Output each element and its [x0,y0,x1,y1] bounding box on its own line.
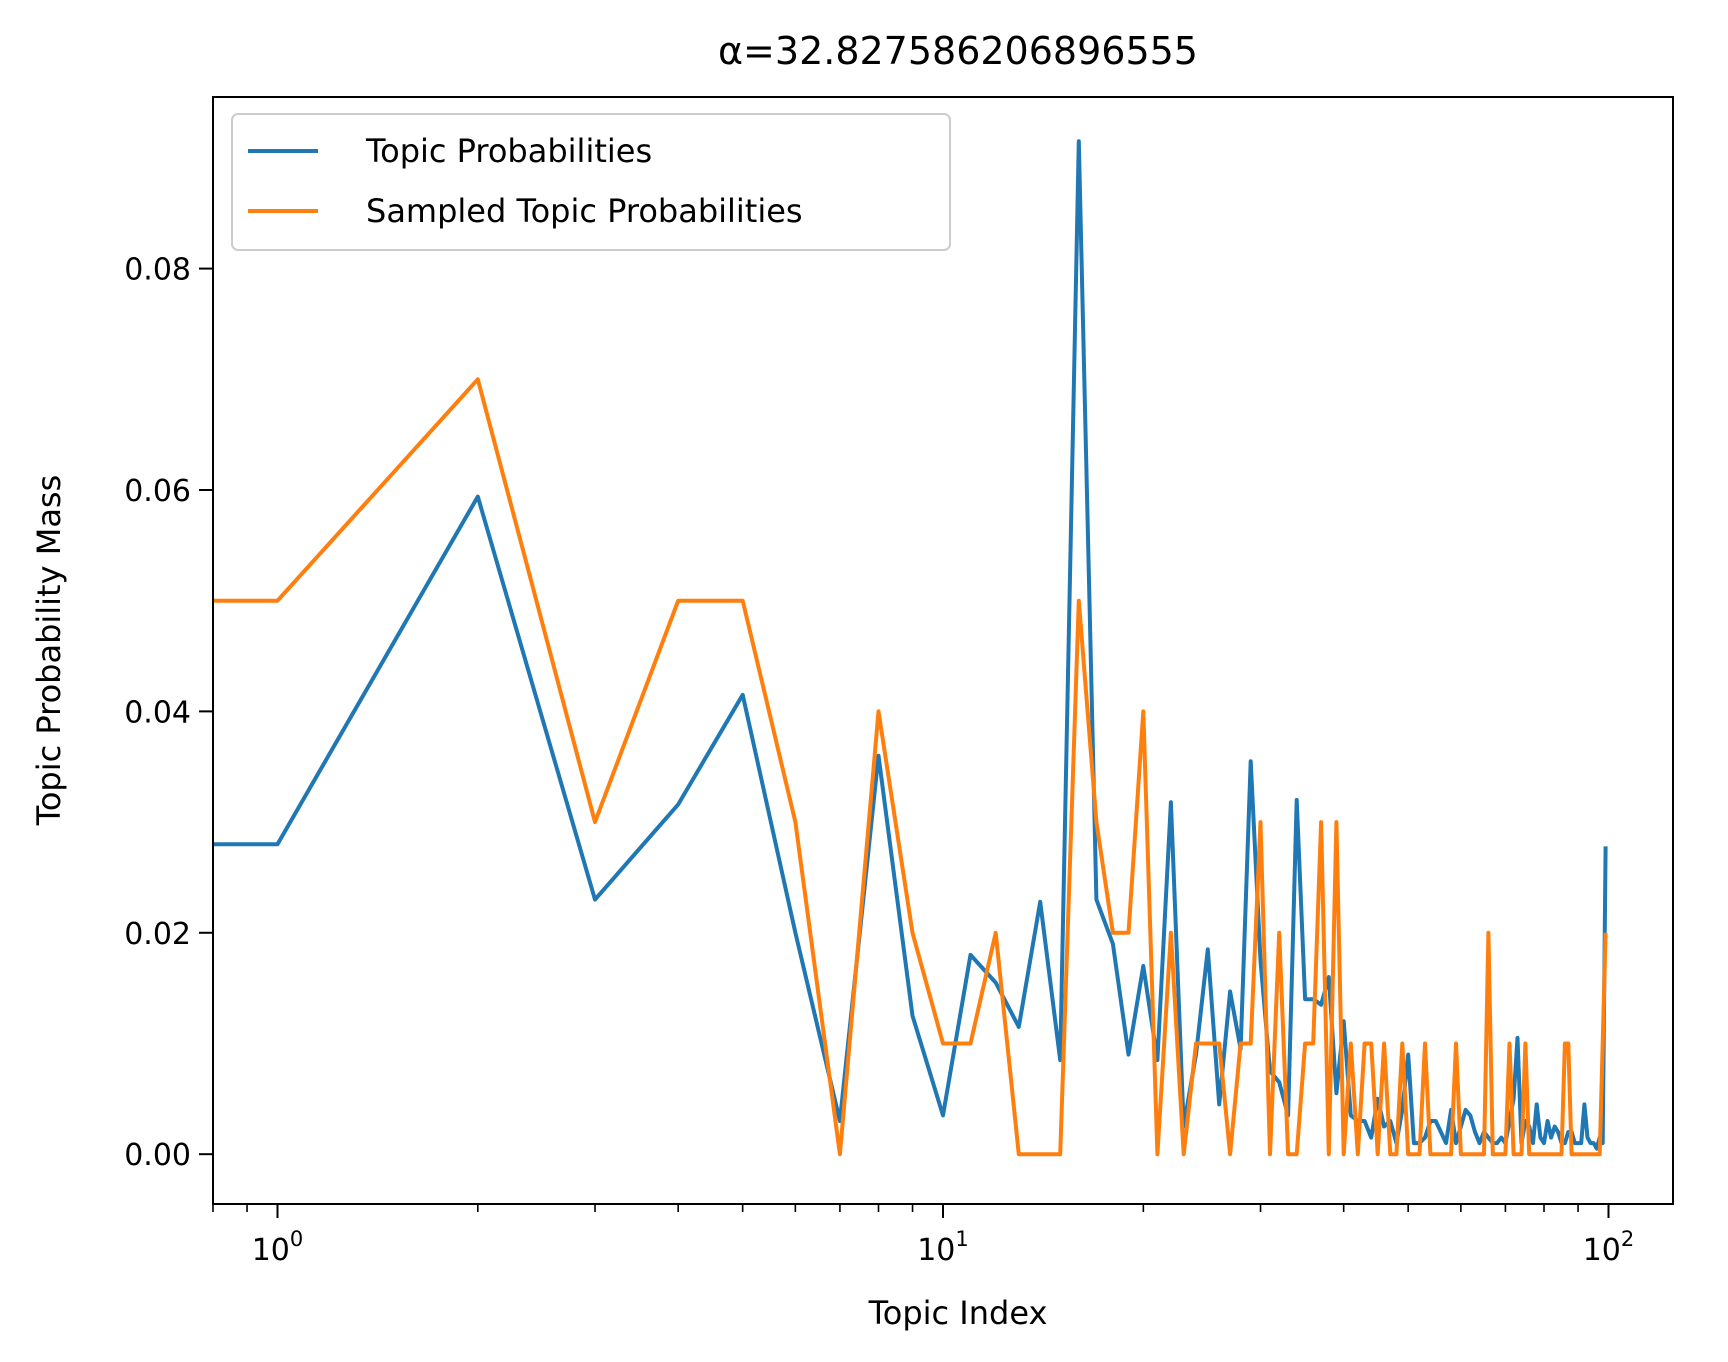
y-tick-label: 0.00 [124,1138,191,1173]
x-axis-label: Topic Index [868,1294,1048,1332]
y-axis: 0.00 0.02 0.04 0.06 0.08 [124,253,213,1173]
x-tick-label: 102 [1583,1227,1635,1268]
chart-title: α=32.827586206896555 [718,29,1198,73]
series-line-sampled-topic-probabilities [213,377,1608,1157]
plot-area [213,97,1673,1204]
series-layer [213,139,1608,1157]
y-axis-label: Topic Probability Mass [30,475,68,827]
y-tick-label: 0.04 [124,695,191,730]
legend-label-sampled-topic-probabilities: Sampled Topic Probabilities [366,192,803,230]
legend-label-topic-probabilities: Topic Probabilities [365,132,652,170]
x-tick-label: 100 [252,1227,304,1268]
y-tick-label: 0.02 [124,917,191,952]
y-tick-label: 0.08 [124,253,191,288]
legend-box [231,113,951,251]
y-tick-label: 0.06 [124,474,191,509]
legend: Topic Probabilities Sampled Topic Probab… [231,113,951,251]
x-tick-label: 101 [917,1227,969,1268]
x-axis: 100 101 102 [212,1204,1635,1268]
